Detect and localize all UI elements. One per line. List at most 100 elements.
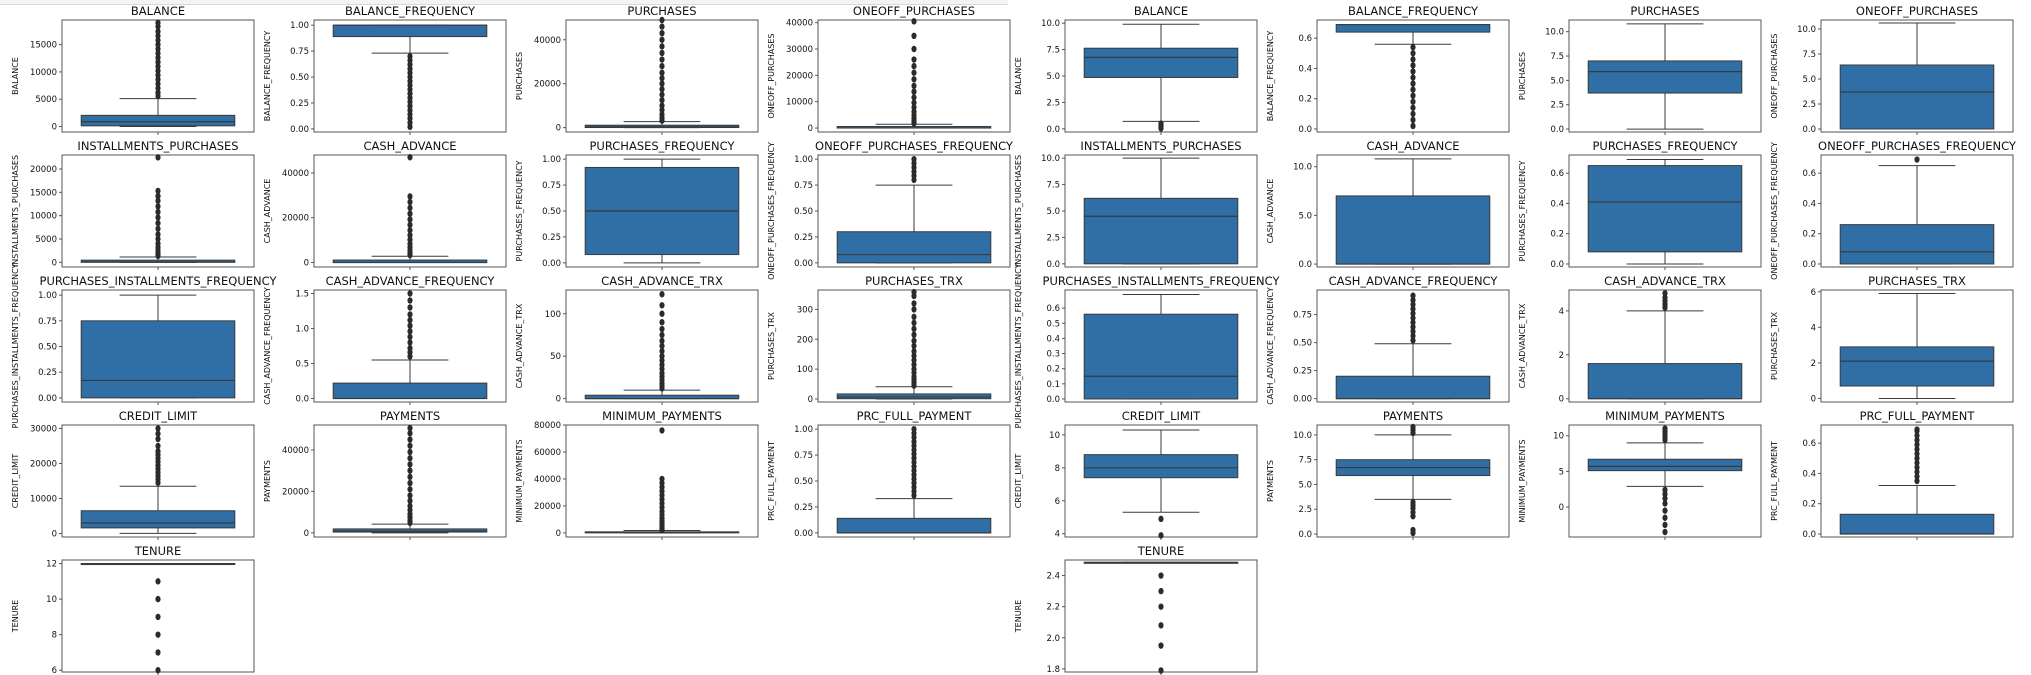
y-tick-label: 0.2 [1802, 230, 1816, 240]
subplot-title: INSTALLMENTS_PURCHASES [1080, 139, 1241, 153]
subplot-log-balance-frequency: BALANCE_FREQUENCY BALANCE_FREQUENCY 0.0 0.2… [1266, 4, 1510, 135]
outlier-point [911, 32, 917, 40]
outlier-point [1914, 426, 1920, 433]
y-tick-label: 5000 [35, 235, 57, 245]
outlier-point [1158, 572, 1164, 579]
outlier-point [659, 49, 665, 57]
iqr-box [1335, 24, 1491, 33]
y-axis-label: PURCHASES_FREQUENCY [515, 160, 524, 261]
outlier-point [659, 347, 665, 355]
outlier-point [659, 102, 665, 109]
y-tick-label: 2.4 [1046, 572, 1060, 582]
y-axis-label: CREDIT_LIMIT [11, 454, 20, 509]
y-tick-label: 50 [550, 352, 561, 362]
outlier-point [659, 427, 665, 434]
outlier-point [911, 99, 917, 106]
outlier-point [911, 325, 917, 333]
outlier-point [659, 291, 665, 298]
outlier-point [1914, 156, 1920, 163]
outlier-point [1158, 587, 1164, 595]
y-axis-label: PURCHASES_TRX [767, 311, 776, 380]
y-tick-label: 0.50 [38, 343, 57, 353]
subplot-raw-purchases: PURCHASES PURCHASES 0 20000 40000 [515, 4, 759, 135]
outlier-point [911, 76, 917, 83]
y-tick-label: 12 [46, 560, 57, 570]
subplot-log-oneoff-purchases-frequency: ONEOFF_PURCHASES_FREQUENCY ONEOFF_PURCHAS… [1770, 139, 2017, 280]
subplot-raw-purchases-installments-frequency: PURCHASES_INSTALLMENTS_FREQUENCY PURCHASE… [11, 263, 277, 428]
outlier-point [1662, 290, 1668, 297]
outlier-point [659, 302, 665, 309]
y-tick-label: 0.75 [794, 181, 813, 191]
subplot-title: CASH_ADVANCE_FREQUENCY [1329, 274, 1499, 288]
outlier-point [1410, 74, 1416, 81]
y-tick-label: 0.00 [38, 394, 57, 404]
outlier-point [407, 461, 413, 468]
outlier-point [1410, 50, 1416, 57]
y-tick-label: 2.5 [1802, 100, 1816, 110]
y-tick-label: 0.4 [1298, 64, 1312, 74]
y-axis-label: PURCHASES [515, 52, 524, 100]
y-tick-label: 0.4 [1550, 199, 1564, 209]
y-tick-label: 40000 [282, 169, 309, 179]
y-tick-label: 6 [1811, 288, 1816, 298]
outlier-point [1914, 473, 1920, 480]
y-axis-label: ONEOFF_PURCHASES_FREQUENCY [1770, 142, 1779, 280]
subplot-title: ONEOFF_PURCHASES [853, 4, 975, 18]
outlier-point [1410, 319, 1416, 326]
y-tick-label: 1.0 [295, 325, 309, 335]
subplot-raw-oneoff-purchases-frequency: ONEOFF_PURCHASES_FREQUENCY ONEOFF_PURCHAS… [767, 139, 1014, 280]
outlier-point [659, 74, 665, 82]
subplot-raw-payments: PAYMENTS PAYMENTS 0 20000 40000 [263, 409, 507, 540]
y-tick-label: 100 [797, 365, 813, 375]
y-tick-label: 30000 [30, 425, 57, 435]
outlier-point [911, 365, 917, 373]
outlier-point [659, 23, 665, 30]
y-tick-label: 0.50 [794, 477, 813, 487]
outlier-point [1410, 86, 1416, 93]
y-tick-label: 0.4 [1802, 469, 1816, 479]
outlier-point [407, 290, 413, 297]
y-tick-label: 10.0 [1545, 28, 1564, 38]
outlier-point [1158, 667, 1164, 674]
subplot-raw-credit-limit: CREDIT_LIMIT CREDIT_LIMIT 0 10000 20000 30000 [11, 409, 255, 540]
subplot-log-purchases-frequency: PURCHASES_FREQUENCY PURCHASES_FREQUENCY 0.… [1518, 139, 1762, 270]
y-tick-label: 1.00 [542, 155, 561, 165]
subplot-title: PURCHASES_INSTALLMENTS_FREQUENCY [40, 274, 278, 288]
y-axis-label: PURCHASES_INSTALLMENTS_FREQUENCY [11, 263, 20, 428]
y-tick-label: 5000 [35, 95, 57, 105]
y-tick-label: 0.75 [1293, 311, 1312, 321]
outlier-point [1410, 104, 1416, 111]
outlier-point [1158, 515, 1164, 523]
outlier-point [1914, 450, 1920, 457]
y-tick-label: 2.0 [1046, 634, 1060, 644]
y-tick-label: 0.00 [1293, 395, 1312, 405]
subplot-title: INSTALLMENTS_PURCHASES [77, 139, 238, 153]
y-tick-label: 10.0 [1293, 431, 1312, 441]
y-axis-label: BALANCE [11, 57, 20, 95]
outlier-point [407, 227, 413, 234]
y-tick-label: 5.0 [1046, 207, 1060, 217]
outlier-point [911, 352, 917, 359]
y-tick-label: 0 [52, 258, 57, 268]
y-tick-label: 0 [556, 395, 561, 405]
y-axis-label: ONEOFF_PURCHASES [767, 34, 776, 119]
y-tick-label: 7.5 [1550, 52, 1564, 62]
y-tick-label: 0.00 [794, 259, 813, 269]
subplot-log-minimum-payments: MINIMUM_PAYMENTS MINIMUM_PAYMENTS 0 5 10 [1518, 409, 1762, 540]
outlier-point [1410, 512, 1416, 520]
outlier-point [1662, 528, 1668, 536]
y-tick-label: 0.00 [794, 529, 813, 539]
outlier-point [155, 219, 161, 227]
y-axis-label: CASH_ADVANCE [1266, 179, 1275, 244]
outlier-point [407, 231, 413, 239]
outlier-point [911, 45, 917, 53]
subplot-raw-cash-advance: CASH_ADVANCE CASH_ADVANCE 0 20000 40000 [263, 139, 507, 270]
y-tick-label: 20000 [534, 502, 561, 512]
outlier-point [155, 442, 161, 450]
y-tick-label: 0.0 [1802, 260, 1816, 270]
subplot-log-purchases-trx: PURCHASES_TRX PURCHASES_TRX 0 2 4 6 [1770, 274, 2014, 405]
subplot-title: PURCHASES [1630, 4, 1699, 18]
y-tick-label: 0.2 [1298, 95, 1312, 105]
y-tick-label: 0.00 [290, 125, 309, 135]
outlier-point [155, 435, 161, 443]
